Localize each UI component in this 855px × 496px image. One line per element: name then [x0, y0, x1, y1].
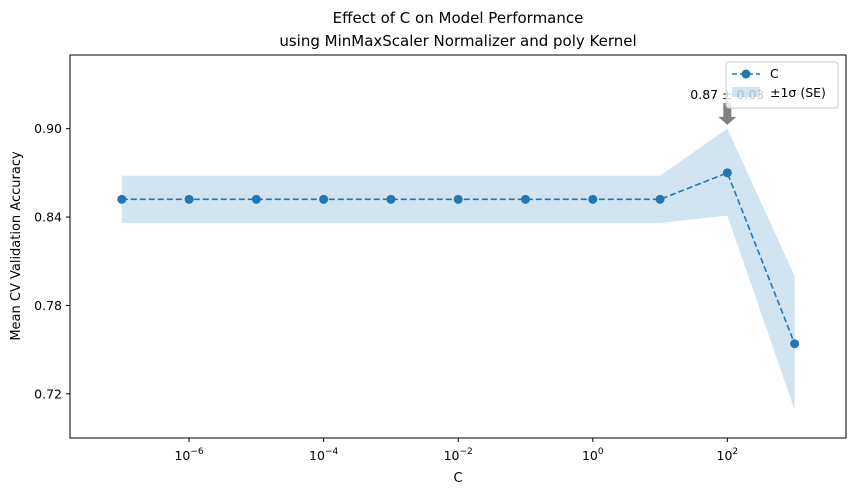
y-tick-label: 0.72 [34, 386, 62, 401]
y-axis-ticks: 0.72 0.78 0.84 0.90 [34, 121, 70, 401]
legend-box [725, 61, 839, 109]
chart-title-line-2: using MinMaxScaler Normalizer and poly K… [279, 32, 636, 50]
data-point [117, 194, 127, 204]
x-tick-label: 10−4 [309, 447, 338, 463]
plot-area [117, 128, 800, 411]
data-point [319, 194, 329, 204]
y-tick-label: 0.84 [34, 210, 62, 225]
legend-band-swatch [732, 87, 760, 97]
data-point [588, 194, 598, 204]
data-point [655, 194, 665, 204]
legend-series-label: C [770, 66, 779, 81]
legend-marker-sample [741, 69, 751, 79]
data-point [184, 194, 194, 204]
x-tick-label: 100 [582, 447, 604, 463]
data-point [722, 168, 732, 178]
chart-title-line-1: Effect of C on Model Performance [333, 9, 584, 27]
data-point [790, 339, 800, 349]
x-tick-label: 10−2 [444, 447, 473, 463]
data-point [386, 194, 396, 204]
data-point [453, 194, 463, 204]
y-tick-label: 0.90 [34, 121, 62, 136]
y-axis-label: Mean CV Validation Accuracy [9, 151, 24, 341]
legend: C ±1σ (SE) [725, 61, 839, 109]
y-tick-label: 0.78 [34, 298, 62, 313]
x-axis-label: C [453, 471, 462, 486]
x-axis-ticks: 10−6 10−4 10−2 100 102 [174, 438, 738, 463]
data-point [520, 194, 530, 204]
peak-annotation-arrow [718, 102, 737, 125]
x-tick-label: 10−6 [174, 447, 203, 463]
data-point [251, 194, 261, 204]
legend-band-label: ±1σ (SE) [770, 85, 826, 100]
x-tick-label: 102 [717, 447, 739, 463]
